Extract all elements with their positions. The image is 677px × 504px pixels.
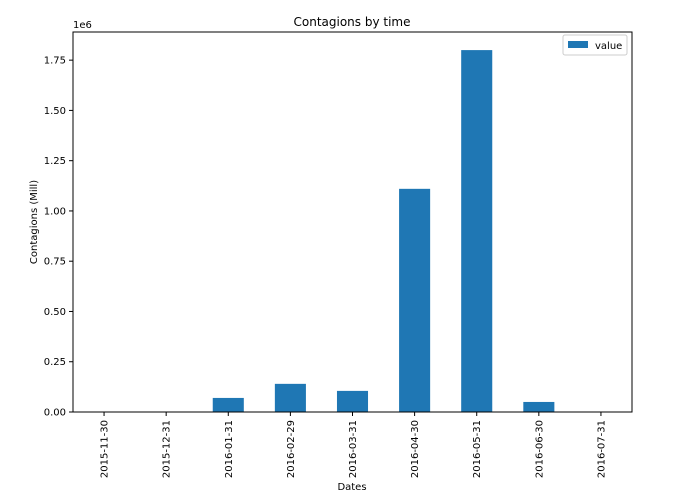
y-tick-label: 1.75 — [44, 56, 66, 67]
y-tick-label: 0.25 — [44, 357, 66, 368]
x-tick-label: 2016-02-29 — [286, 420, 297, 478]
bar-2016-02-29 — [274, 383, 306, 412]
y-axis: 0.00 0.25 0.50 0.75 1.00 1.25 1.50 1.75 — [44, 56, 73, 419]
x-tick-label: 2015-11-30 — [100, 420, 111, 478]
x-axis: 2015-11-30 2015-12-31 2016-01-31 2016-02-29… — [100, 412, 607, 478]
plot-frame — [72, 31, 633, 413]
y-offset-label: 1e6 — [73, 20, 92, 31]
legend-frame — [562, 34, 628, 56]
x-tick-label: 2016-06-30 — [534, 420, 545, 478]
bar-2016-03-31 — [336, 390, 369, 412]
y-tick-label: 0.50 — [44, 307, 66, 318]
bar-2016-01-31 — [212, 397, 244, 412]
x-tick-label: 2016-05-31 — [472, 420, 483, 478]
y-tick-label: 1.00 — [44, 206, 66, 217]
legend-label: value — [595, 41, 622, 52]
plot-area — [72, 31, 633, 413]
bar-2016-05-31 — [461, 50, 493, 412]
y-tick-label: 0.75 — [44, 257, 66, 268]
x-axis-label: Dates — [337, 482, 366, 493]
bar-2016-06-30 — [523, 401, 555, 412]
y-tick-label: 0.00 — [44, 408, 66, 419]
y-axis-label: Contagions (Mill) — [29, 180, 40, 264]
x-tick-label: 2016-01-31 — [224, 420, 235, 478]
x-tick-label: 2016-04-30 — [410, 420, 421, 478]
x-tick-label: 2016-03-31 — [348, 420, 359, 478]
x-tick-label: 2016-07-31 — [596, 420, 607, 478]
bar-2016-04-30 — [399, 188, 431, 412]
x-tick-label: 2015-12-31 — [162, 420, 173, 478]
y-tick-label: 1.25 — [44, 156, 66, 167]
chart-title: Contagions by time — [294, 15, 411, 29]
legend: value — [562, 34, 628, 56]
y-tick-label: 1.50 — [44, 106, 66, 117]
legend-swatch — [568, 41, 588, 48]
